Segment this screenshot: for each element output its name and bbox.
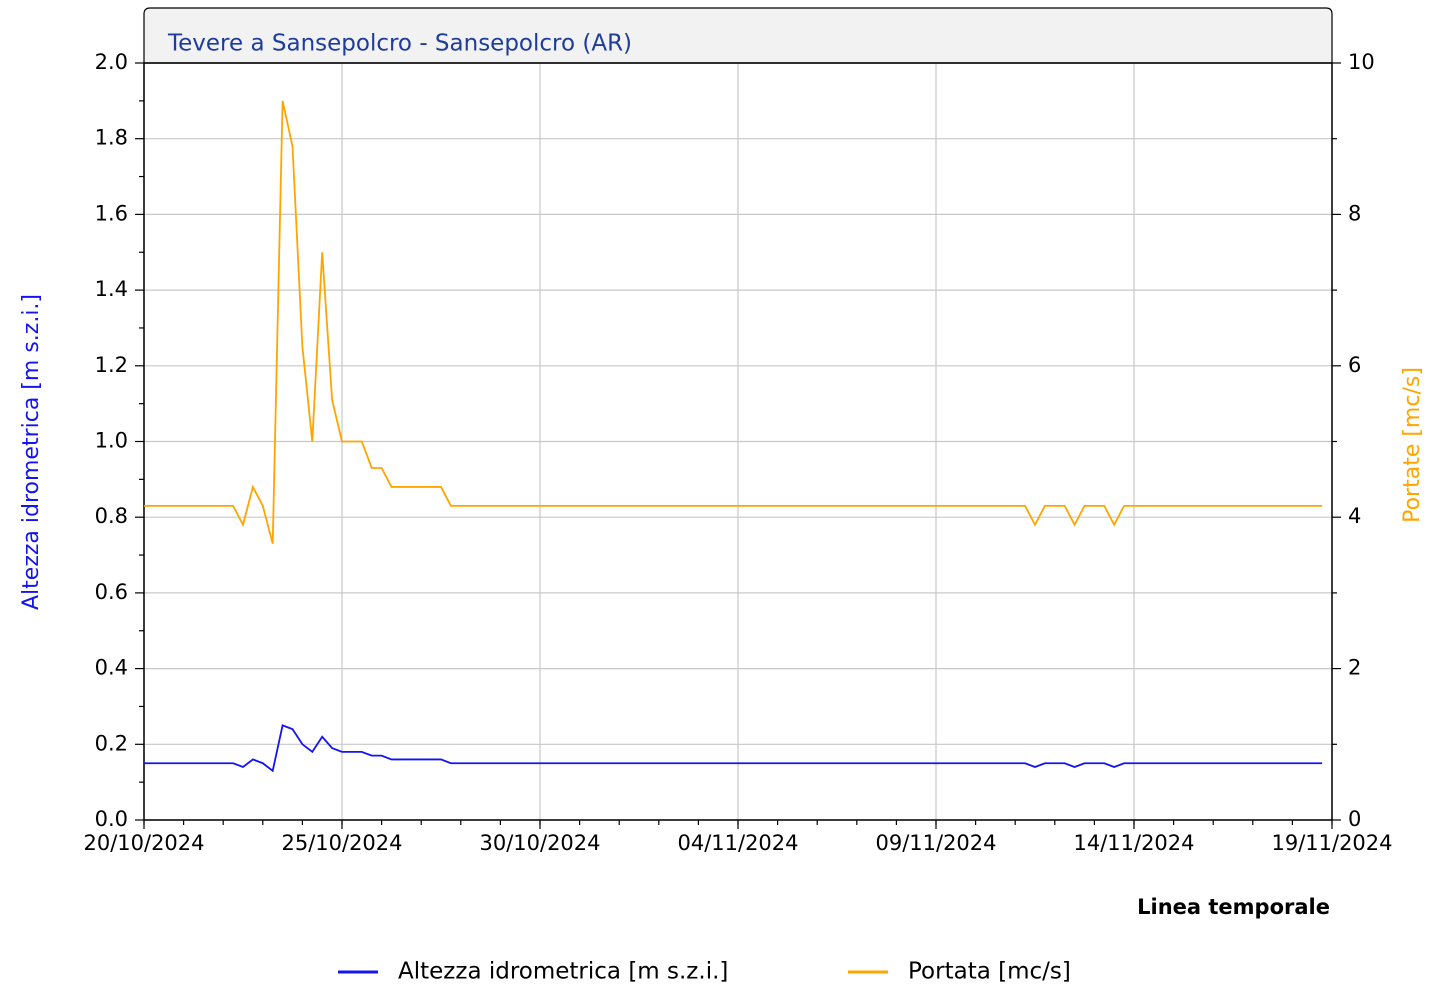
y-tick-label: 1.2: [95, 353, 128, 377]
x-tick-label: 20/10/2024: [83, 831, 204, 855]
x-tick-label: 04/11/2024: [677, 831, 798, 855]
x-tick-label: 30/10/2024: [479, 831, 600, 855]
x-tick-label: 09/11/2024: [875, 831, 996, 855]
title-box: [143, 7, 1333, 64]
plot-border: [143, 62, 1333, 821]
y-tick-label: 0.2: [95, 731, 128, 755]
y2-tick-label: 8: [1348, 201, 1361, 225]
y-axis-label: Altezza idrometrica [m s.z.i.]: [19, 294, 44, 610]
y2-tick-label: 10: [1348, 50, 1375, 74]
y-tick-label: 1.8: [95, 126, 128, 150]
y-tick-label: 2.0: [95, 50, 128, 74]
y2-tick-label: 4: [1348, 504, 1361, 528]
chart-title: Tevere a Sansepolcro - Sansepolcro (AR): [167, 31, 632, 57]
series-line: [144, 724, 1323, 773]
y2-axis-label: Portate [mc/s]: [1400, 367, 1425, 523]
x-tick-label: 25/10/2024: [281, 831, 402, 855]
y-tick-label: 0.8: [95, 504, 128, 528]
series-line: [144, 100, 1323, 544]
legend-label: Portata [mc/s]: [908, 959, 1071, 985]
y2-tick-label: 0: [1348, 807, 1361, 831]
y-tick-label: 0.6: [95, 580, 128, 604]
y-tick-label: 0.0: [95, 807, 128, 831]
y-tick-label: 1.6: [95, 201, 128, 225]
x-tick-label: 14/11/2024: [1073, 831, 1194, 855]
y2-tick-label: 2: [1348, 656, 1361, 680]
x-axis-label: Linea temporale: [1137, 895, 1330, 919]
y2-tick-label: 6: [1348, 353, 1361, 377]
y-tick-label: 1.4: [95, 277, 128, 301]
legend-label: Altezza idrometrica [m s.z.i.]: [398, 959, 728, 985]
x-tick-label: 19/11/2024: [1271, 831, 1392, 855]
y-tick-label: 1.0: [95, 429, 128, 453]
y-tick-label: 0.4: [95, 656, 128, 680]
